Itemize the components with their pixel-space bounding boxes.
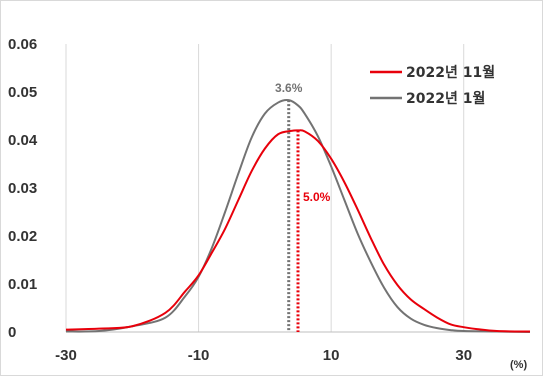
- y-tick-label: 0.06: [8, 36, 37, 53]
- legend: 2022년 11월 2022년 1월: [370, 64, 495, 107]
- x-unit-label: (%): [510, 359, 527, 371]
- annotation-label-1: 5.0%: [303, 190, 331, 204]
- annotation-label-0: 3.6%: [275, 81, 303, 95]
- x-tick-label: -30: [55, 347, 77, 364]
- x-tick-label: 30: [455, 347, 472, 364]
- grid-lines: [66, 44, 464, 332]
- y-tick-label: 0.02: [8, 228, 37, 245]
- mean-lines: [289, 100, 298, 332]
- legend-label-0: 2022년 11월: [406, 64, 495, 81]
- y-tick-label: 0.03: [8, 180, 37, 197]
- legend-label-1: 2022년 1월: [406, 90, 485, 107]
- x-tick-labels: -30 -10 10 30: [55, 347, 472, 364]
- x-tick-label: -10: [188, 347, 210, 364]
- y-tick-labels: 0 0.01 0.02 0.03 0.04 0.05 0.06: [8, 36, 38, 341]
- y-tick-label: 0: [8, 324, 16, 341]
- y-tick-label: 0.05: [8, 84, 37, 101]
- y-tick-label: 0.04: [8, 132, 38, 149]
- x-tick-label: 10: [323, 347, 340, 364]
- y-tick-label: 0.01: [8, 276, 37, 293]
